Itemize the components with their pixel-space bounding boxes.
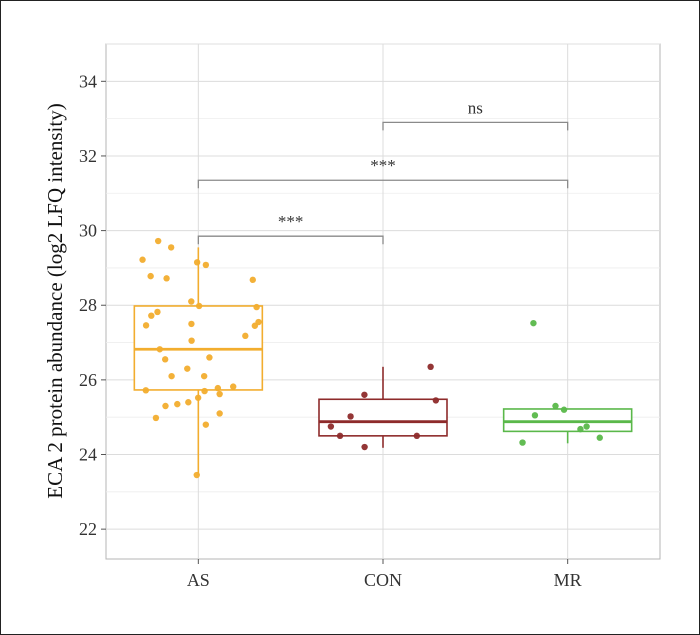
point-as: [167, 244, 175, 251]
point-as: [201, 387, 208, 395]
point-as: [188, 337, 195, 344]
point-as: [214, 384, 222, 392]
comparison-as-con: ***: [197, 212, 384, 245]
point-con: [347, 413, 354, 420]
y-tick-label: 34: [79, 71, 97, 91]
point-as: [249, 276, 256, 284]
bracket: [197, 179, 569, 189]
point-as: [174, 400, 181, 408]
bracket: [382, 121, 569, 131]
point-con: [336, 432, 344, 440]
point-con: [427, 363, 434, 371]
point-mr: [560, 406, 568, 413]
y-tick-label: 22: [79, 519, 97, 539]
x-tick-label: AS: [187, 570, 210, 590]
point-as: [253, 303, 260, 311]
point-con: [327, 423, 335, 430]
point-mr: [552, 402, 559, 410]
boxes: [133, 247, 633, 476]
point-as: [230, 383, 237, 390]
data-points: [139, 237, 603, 479]
point-as: [154, 308, 161, 316]
point-as: [193, 471, 200, 479]
iqr-box: [502, 408, 633, 433]
point-as: [154, 237, 162, 245]
box-con: [318, 366, 448, 448]
y-tick-label: 24: [79, 445, 97, 465]
significance-brackets: *** *** ns: [197, 98, 569, 245]
point-as: [142, 322, 150, 329]
significance-label: ns: [468, 98, 483, 117]
point-mr: [519, 439, 526, 446]
point-as: [185, 399, 192, 406]
point-as: [142, 387, 150, 394]
point-as: [148, 312, 155, 319]
point-as: [200, 372, 208, 380]
point-as: [161, 356, 169, 363]
point-mr: [530, 319, 537, 327]
x-tick-label: MR: [554, 570, 582, 590]
box-as: [133, 247, 264, 476]
y-axis-label: ECA 2 protein abundance (log2 LFQ intens…: [43, 103, 67, 498]
point-as: [216, 410, 223, 417]
point-as: [206, 354, 213, 361]
point-as: [162, 402, 169, 410]
y-tick-label: 30: [79, 221, 97, 241]
point-mr: [577, 425, 584, 433]
x-axis: AS CON MR: [187, 559, 582, 590]
iqr-box: [318, 398, 448, 437]
point-as: [184, 365, 191, 372]
point-as: [152, 414, 160, 422]
y-tick-label: 26: [79, 370, 97, 390]
point-con: [361, 391, 368, 398]
point-as: [255, 318, 262, 326]
point-as: [147, 272, 154, 280]
y-axis: 22 24 26 28 30 32 34: [79, 71, 106, 539]
y-tick-label: 32: [79, 146, 97, 166]
point-as: [156, 346, 163, 353]
comparison-con-mr: ns: [382, 98, 569, 131]
point-as: [139, 256, 146, 263]
point-mr: [583, 423, 590, 430]
comparison-as-mr: ***: [197, 156, 569, 189]
point-as: [193, 259, 201, 266]
point-con: [361, 443, 368, 451]
point-con: [432, 397, 440, 404]
point-mr: [596, 434, 603, 441]
point-as: [216, 390, 223, 398]
y-tick-label: 28: [79, 295, 97, 315]
point-as: [202, 261, 210, 269]
point-mr: [531, 412, 539, 419]
point-as: [195, 302, 203, 310]
point-as: [242, 332, 249, 340]
point-con: [413, 432, 421, 440]
point-as: [163, 275, 170, 282]
significance-label: ***: [370, 156, 396, 175]
point-as: [194, 394, 202, 401]
point-as: [168, 372, 175, 380]
point-as: [188, 298, 195, 305]
bracket: [197, 235, 384, 245]
point-as: [202, 421, 210, 428]
x-tick-label: CON: [364, 570, 402, 590]
point-as: [188, 320, 195, 328]
significance-label: ***: [278, 212, 304, 231]
